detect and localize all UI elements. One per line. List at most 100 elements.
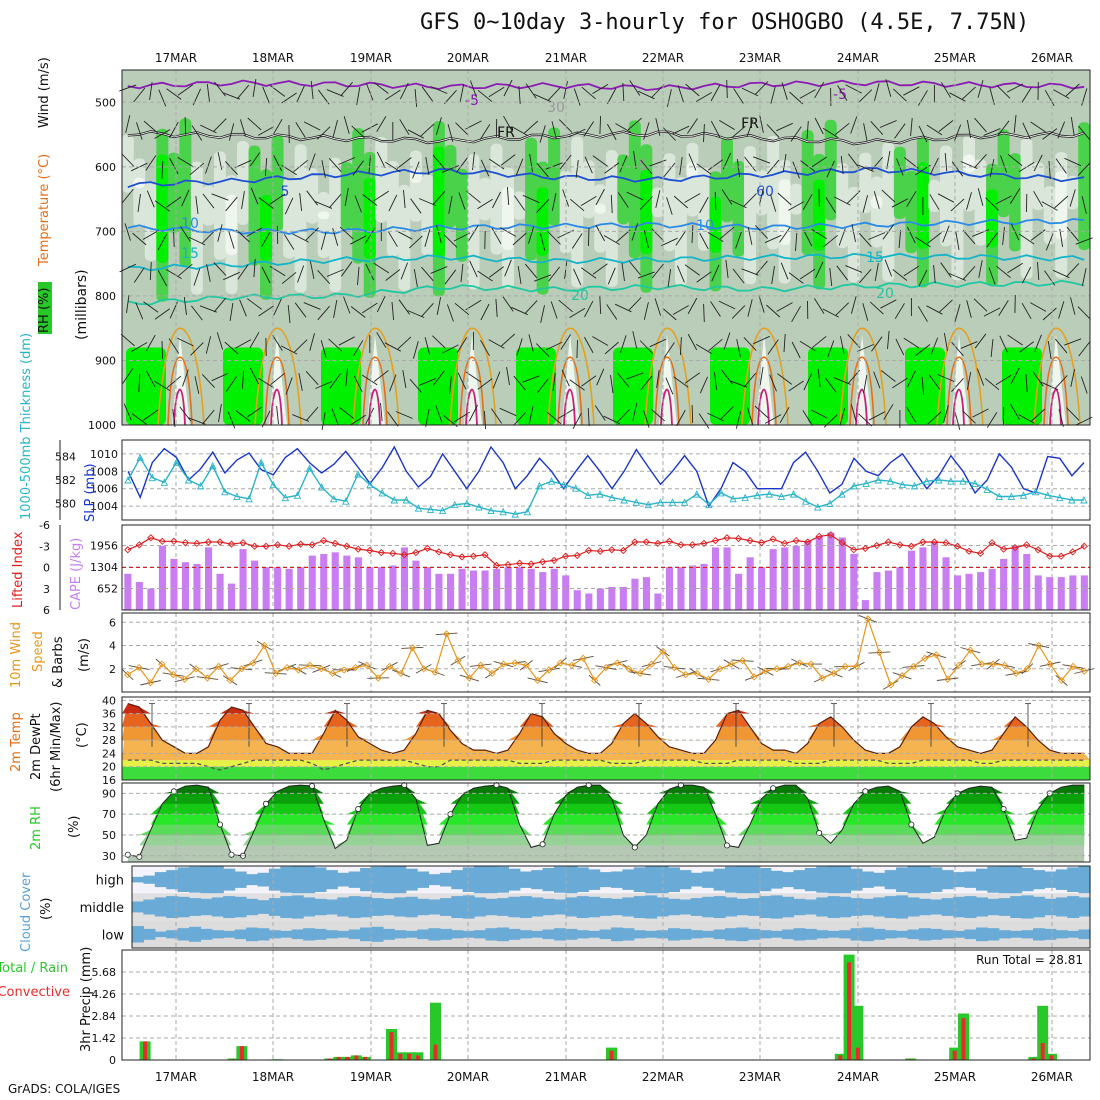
wind-barb xyxy=(350,235,367,245)
panel-precip-frame xyxy=(121,949,1091,1061)
wind-speed-point xyxy=(898,672,906,680)
cape-bar xyxy=(262,567,270,610)
wind-barb xyxy=(604,341,619,355)
date-label-top: 22MAR xyxy=(642,51,684,65)
wind-barb xyxy=(295,122,306,138)
lifted-index-point xyxy=(884,538,892,546)
cape-bar xyxy=(942,557,950,610)
wind-barb xyxy=(424,337,431,355)
cloud-cover-bar xyxy=(428,899,441,915)
wind-barb xyxy=(184,116,187,136)
wind-barb xyxy=(603,235,620,245)
wind-barb xyxy=(320,232,327,250)
cloud-cover-bar xyxy=(576,896,589,918)
wind-barb xyxy=(850,404,857,422)
wind-barb xyxy=(915,236,931,248)
cloud-cover-bar xyxy=(291,929,304,940)
lifted-index-point xyxy=(435,548,443,556)
cape-bar xyxy=(827,532,835,610)
wind-barb xyxy=(173,228,175,248)
wind-barb xyxy=(576,339,578,359)
cloud-cover-bar xyxy=(953,930,966,938)
wind-barb xyxy=(1048,160,1051,180)
wind-barb xyxy=(536,162,549,178)
wind-barb xyxy=(506,367,510,385)
cloud-cover-bar xyxy=(508,868,521,891)
cloud-cover-bar xyxy=(907,929,920,940)
wind-barb xyxy=(326,269,344,277)
wind-barb xyxy=(892,377,908,389)
thickness-point xyxy=(584,491,592,499)
wind-barb xyxy=(341,261,353,277)
wind-barb xyxy=(655,190,661,208)
wind-barb xyxy=(550,301,558,319)
wind-barb xyxy=(814,81,825,99)
wind-barb xyxy=(191,305,203,321)
wind-speed-point xyxy=(1035,641,1043,650)
wind-barb xyxy=(380,402,383,422)
temperature-ylabel-line1: 2m Temp xyxy=(9,712,24,772)
lifted-index-tick: 3 xyxy=(43,583,50,596)
wind-barb xyxy=(361,302,378,314)
wind-barb xyxy=(223,271,240,281)
panel-wind-frame xyxy=(121,612,1091,693)
wind-barb xyxy=(480,339,490,357)
wind-barb xyxy=(143,120,158,134)
wind-barb xyxy=(1030,302,1047,312)
wind-barb xyxy=(759,115,764,133)
cape-bar xyxy=(216,573,224,610)
wind-barb xyxy=(637,271,655,279)
cape-bar xyxy=(1057,577,1065,610)
cloud-cover-bar xyxy=(633,930,646,939)
wind-barb xyxy=(399,119,410,135)
wind-speed-point xyxy=(488,669,496,678)
wind-barb xyxy=(903,265,920,277)
wind-barb xyxy=(1057,121,1066,139)
wind-speed-point xyxy=(784,662,792,671)
cloud-cover-bar xyxy=(873,872,886,887)
cloud-cover-bar xyxy=(588,930,601,938)
isotherm-35 xyxy=(1049,388,1062,426)
cross-section-ylabel-wind: Wind (m/s) xyxy=(37,57,52,128)
cloud-cover-bar xyxy=(1078,897,1091,917)
isotherm-30 xyxy=(946,356,972,426)
temperature-ylabel-line4: (°C) xyxy=(75,722,90,748)
wind-barb xyxy=(387,231,398,247)
wind-barb xyxy=(871,336,883,352)
wind-speed-point xyxy=(955,661,963,669)
wind-barb xyxy=(125,115,131,133)
wind-barb xyxy=(951,377,964,393)
cloud-cover-bar xyxy=(645,895,658,919)
rh-point xyxy=(631,844,638,851)
wind-barb xyxy=(903,86,920,96)
wind-barb xyxy=(754,81,769,95)
wind-barb xyxy=(303,121,321,131)
cloud-cover-bar xyxy=(1078,866,1091,894)
lifted-index-point xyxy=(999,545,1008,553)
thickness-point xyxy=(680,498,689,506)
wind-barb xyxy=(691,404,694,424)
cape-bar xyxy=(285,568,293,610)
isotherm-35 xyxy=(563,388,576,426)
cloud-layer-label: low xyxy=(102,928,125,943)
rh-band xyxy=(582,160,595,219)
wind-barb xyxy=(449,375,452,395)
wind-speed-point xyxy=(408,644,417,652)
wind-barb xyxy=(721,369,733,385)
cape-bar xyxy=(205,547,213,610)
wind-barb xyxy=(883,404,894,420)
thickness-point xyxy=(898,480,907,489)
wind-barb xyxy=(517,266,522,284)
wind-barb xyxy=(626,191,644,201)
wind-barb xyxy=(684,264,700,276)
wind-barb xyxy=(157,269,167,287)
lifted-index-point xyxy=(677,541,685,549)
wind-barb xyxy=(340,81,353,97)
thickness-point xyxy=(874,475,882,484)
lifted-index-point xyxy=(930,538,939,546)
wind-barb xyxy=(617,192,629,208)
wind-barb xyxy=(685,83,700,97)
cape-bar xyxy=(181,562,189,610)
wind-speed-point xyxy=(818,674,827,682)
wind-barb xyxy=(276,405,279,425)
